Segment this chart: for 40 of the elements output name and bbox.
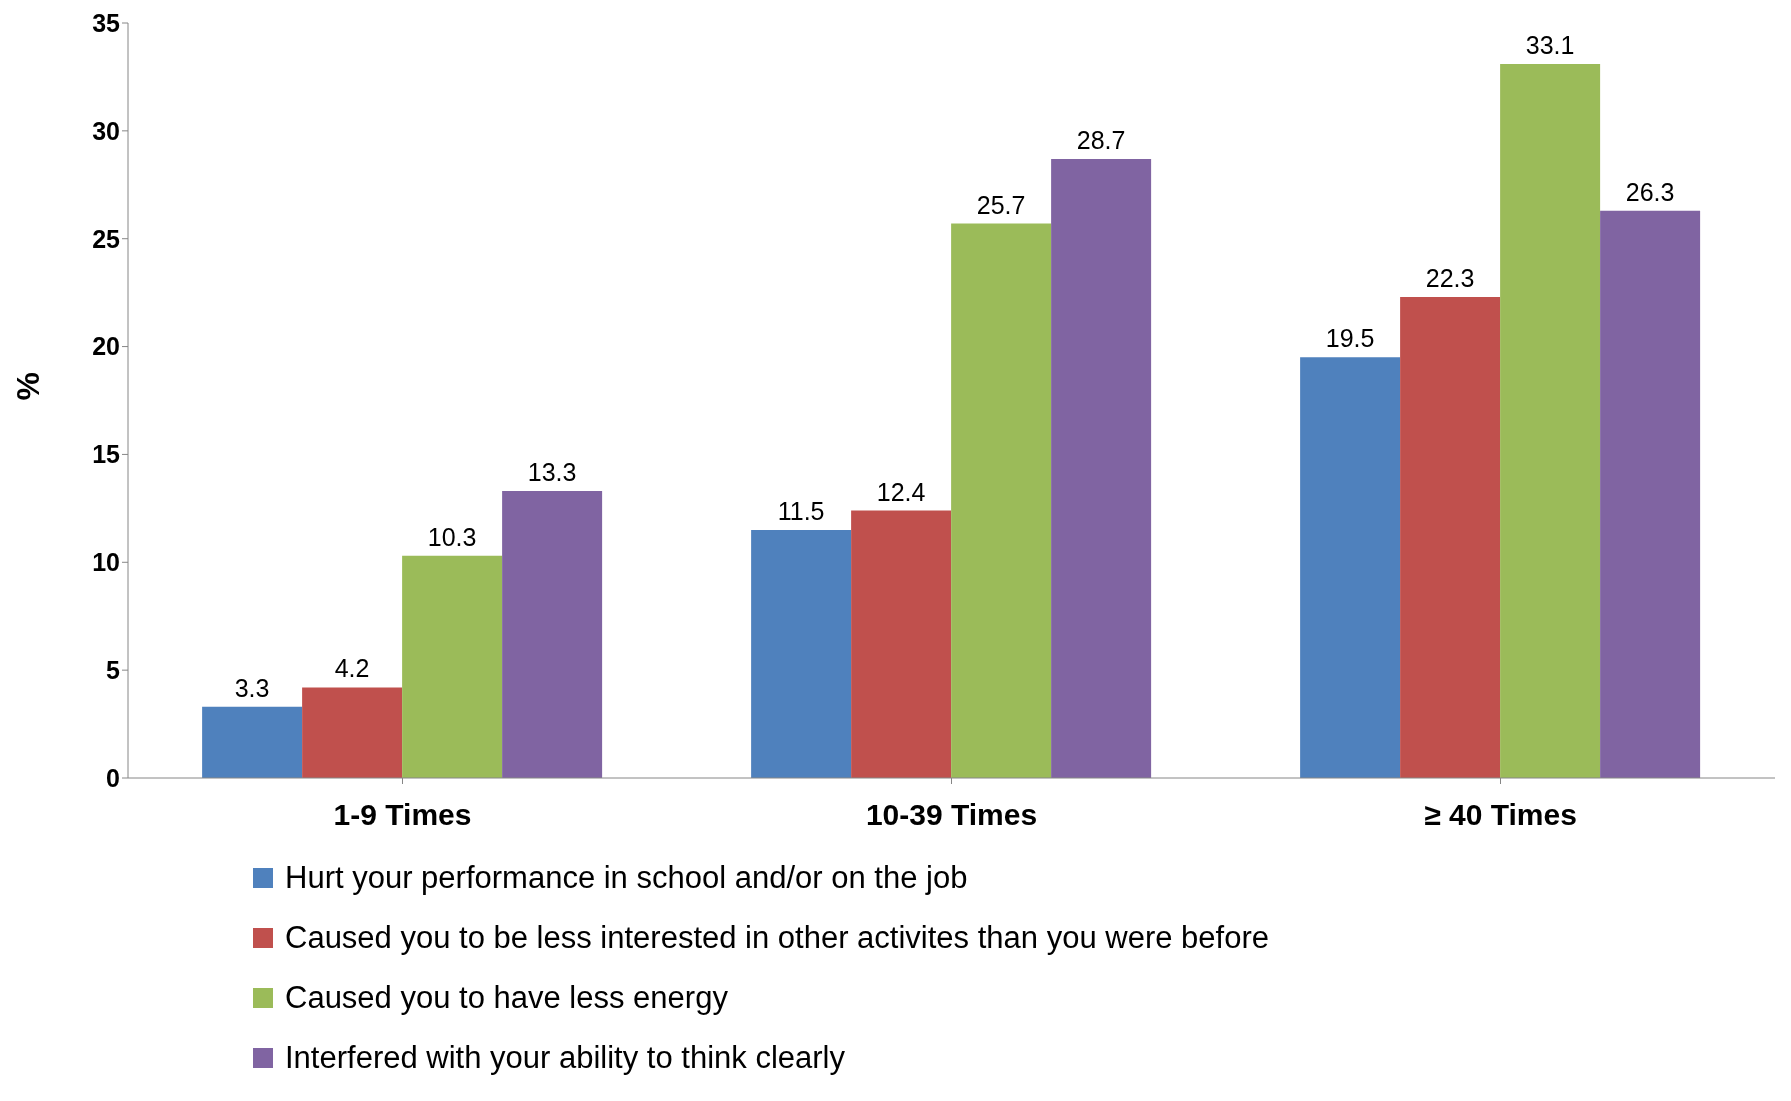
data-label: 4.2 [334,654,370,683]
bar [1600,210,1701,778]
legend-label: Caused you to have less energy [285,980,728,1016]
legend-label: Hurt your performance in school and/or on the job [285,860,968,896]
y-tick-label: 25 [92,224,121,253]
y-tick-label: 0 [106,763,120,792]
y-tick-label: 30 [92,116,120,145]
x-tick-label: 1-9 Times [333,798,472,832]
bar [1500,63,1601,778]
bar [751,529,852,778]
data-label: 12.4 [876,477,926,506]
y-tick-label: 15 [92,440,121,469]
bar [302,687,403,778]
data-label: 33.1 [1525,30,1575,59]
x-tick-label: ≥ 40 Times [1424,798,1577,832]
bar [502,491,603,778]
data-label: 13.3 [527,458,577,487]
data-label: 3.3 [234,673,270,702]
legend-label: Interfered with your ability to think clearly [285,1040,845,1076]
data-label: 25.7 [976,190,1026,219]
y-tick-label: 5 [106,656,121,685]
bar [1300,357,1401,778]
bar [951,223,1052,778]
bar [851,510,952,778]
data-label: 26.3 [1625,177,1675,206]
data-label: 19.5 [1325,324,1375,353]
y-axis-title: % [10,372,47,401]
y-tick-label: 20 [92,332,120,361]
y-tick-label: 10 [92,548,120,577]
data-label: 11.5 [777,496,825,525]
bar [202,706,303,778]
bar [1400,296,1501,778]
bar [402,555,503,778]
x-tick-label: 10-39 Times [865,798,1038,832]
data-label: 10.3 [427,522,477,551]
data-label: 22.3 [1425,263,1475,292]
data-label: 28.7 [1076,125,1126,154]
y-tick-label: 35 [92,8,121,37]
bar [1051,158,1152,778]
legend-label: Caused you to be less interested in other activites than you were before [285,920,1269,956]
